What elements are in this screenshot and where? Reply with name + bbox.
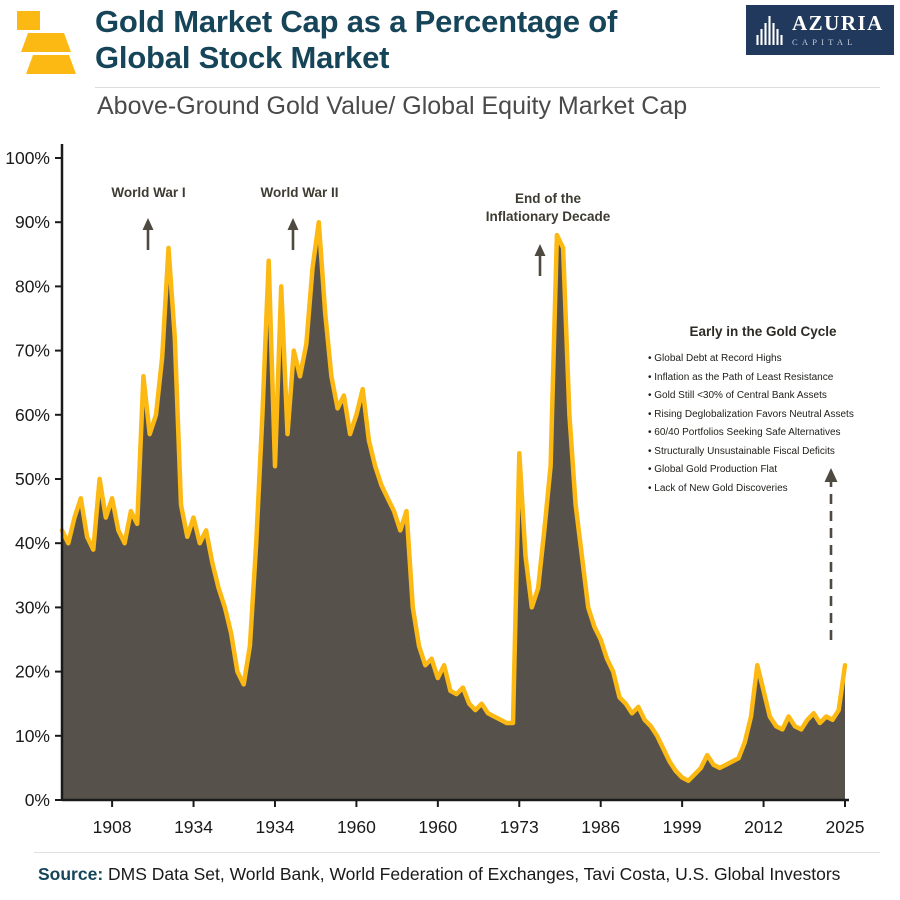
- gold-cycle-bullet: Global Gold Production Flat: [648, 461, 878, 480]
- series-gold-line: [59, 219, 848, 783]
- y-tick-label: 60%: [15, 405, 50, 425]
- gold-cycle-bullet: Structurally Unsustainable Fiscal Defici…: [648, 443, 878, 462]
- gold-cycle-bullet: Gold Still <30% of Central Bank Assets: [648, 387, 878, 406]
- gold-cycle-bullet: Lack of New Gold Discoveries: [648, 480, 878, 499]
- axes: 0% 10% 20% 30% 40% 50% 60% 70% 80% 90% 100% 1908 193…: [5, 144, 864, 837]
- gold-cycle-title: Early in the Gold Cycle: [689, 324, 837, 339]
- annotation-world-war-1: World War I: [111, 185, 186, 200]
- building-icon: [756, 16, 783, 45]
- y-tick-label: 70%: [15, 341, 50, 361]
- x-tick-label: 1960: [337, 817, 376, 837]
- page-title-line1: Gold Market Cap as a Percentage of: [95, 4, 618, 39]
- y-tick-label: 10%: [15, 726, 50, 746]
- gold-ingot-shape: [21, 33, 71, 52]
- annotation-inflation-line2: Inflationary Decade: [485, 209, 611, 225]
- x-tick-label: 1908: [93, 817, 132, 837]
- logo-subtitle: CAPITAL: [792, 37, 857, 48]
- source-text: DMS Data Set, World Bank, World Federati…: [103, 864, 841, 884]
- azuria-logo: AZURIA CAPITAL: [746, 5, 894, 55]
- y-tick-label: 20%: [15, 662, 50, 682]
- page-title-line2: Global Stock Market: [95, 39, 390, 75]
- x-tick-label: 1934: [256, 817, 295, 837]
- x-tick-label: 1986: [581, 817, 620, 837]
- chart-area: 0% 10% 20% 30% 40% 50% 60% 70% 80% 90% 100% 1908 193…: [0, 128, 900, 850]
- series-area-fill: [62, 222, 845, 800]
- x-tick-label: 2012: [744, 817, 783, 837]
- world-war-1-arrow-icon: [142, 218, 154, 250]
- gold-cycle-bullet: Rising Deglobalization Favors Neutral As…: [648, 406, 878, 425]
- gold-cycle-bullet: Inflation as the Path of Least Resistanc…: [648, 369, 878, 388]
- y-tick-label: 80%: [15, 276, 50, 296]
- inflationary-decade-arrow-icon: [534, 244, 546, 276]
- title-divider: [95, 87, 880, 88]
- x-tick-label: 2025: [826, 817, 865, 837]
- footer-divider: [34, 852, 880, 853]
- gold-percentage-chart: 0% 10% 20% 30% 40% 50% 60% 70% 80% 90% 100% 1908 193…: [5, 144, 864, 837]
- page-title: Gold Market Cap as a Percentage of Globa…: [95, 4, 617, 76]
- gold-cycle-bullet: 60/40 Portfolios Seeking Safe Alternativ…: [648, 424, 878, 443]
- x-tick-label: 1973: [500, 817, 539, 837]
- y-tick-label: 100%: [5, 148, 50, 168]
- source-line: Source: DMS Data Set, World Bank, World …: [38, 864, 840, 885]
- gold-cycle-bullet: Global Debt at Record Highs: [648, 350, 878, 369]
- y-tick-label: 30%: [15, 597, 50, 617]
- x-tick-label: 1999: [663, 817, 702, 837]
- x-tick-label: 1934: [174, 817, 213, 837]
- gold-ingot-shape: [26, 55, 76, 74]
- x-tick-label: 1960: [418, 817, 457, 837]
- gold-bars-icon: [14, 8, 80, 76]
- y-tick-label: 50%: [15, 469, 50, 489]
- chart-subtitle: Above-Ground Gold Value/ Global Equity M…: [97, 92, 688, 120]
- logo-name: AZURIA: [792, 11, 884, 36]
- annotation-inflationary-decade: End of the Inflationary Decade: [466, 190, 630, 226]
- source-label: Source:: [38, 864, 104, 884]
- gold-nugget-shape: [17, 11, 40, 30]
- gold-cycle-callout: Early in the Gold Cycle Global Debt at R…: [648, 324, 878, 498]
- y-tick-label: 40%: [15, 533, 50, 553]
- world-war-2-arrow-icon: [287, 218, 299, 250]
- gold-cycle-bullet-list: Global Debt at Record HighsInflation as …: [648, 350, 878, 498]
- annotation-world-war-2: World War II: [260, 185, 339, 200]
- annotation-inflation-line1: End of the: [515, 191, 581, 206]
- y-tick-label: 0%: [25, 790, 50, 810]
- logo-text: AZURIA CAPITAL: [792, 13, 884, 47]
- y-tick-label: 90%: [15, 212, 50, 232]
